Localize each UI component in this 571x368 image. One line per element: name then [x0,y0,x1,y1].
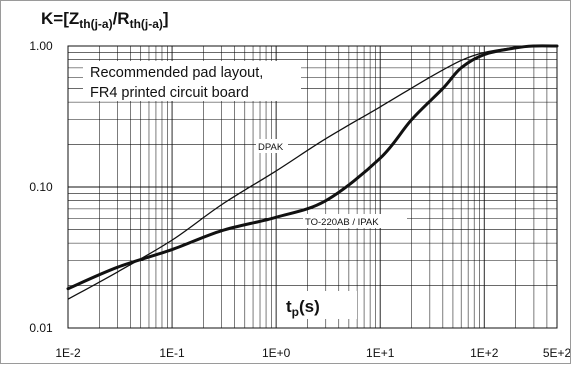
x-tick-label: 1E-2 [55,346,81,360]
annotation-line-1: Recommended pad layout, [90,65,263,81]
y-tick-label: 1.00 [29,39,53,53]
x-axis-label: tp(s) [286,297,320,319]
series-line-to-220ab-ipak [66,44,559,291]
plot-border [67,45,558,329]
y-tick-label: 0.10 [29,180,53,194]
x-tick-label: 1E-1 [159,346,185,360]
x-tick-label: 1E+1 [366,346,395,360]
series-label-to220ab-ipak: TO-220AB / IPAK [305,217,379,228]
annotation-line-2: FR4 printed circuit board [90,85,249,101]
tick-labels: 1E-2 1E-1 1E+0 1E+1 1E+2 5E+2 1.00 0.10 0.01 [29,39,571,360]
y-tick-label: 0.01 [29,321,53,335]
x-tick-label: 1E+0 [262,346,291,360]
x-tick-label: 1E+2 [470,346,499,360]
series-label-dpak: DPAK [258,142,284,153]
x-axis-label-box [281,291,357,319]
x-tick-label: 5E+2 [543,346,570,360]
curves [66,44,559,300]
chart-title: K=[Zth(j-a)/Rth(j-a)] [41,9,169,31]
to220-label-box [303,214,407,228]
annotation-box [83,61,301,101]
dpak-label-box [256,139,288,153]
